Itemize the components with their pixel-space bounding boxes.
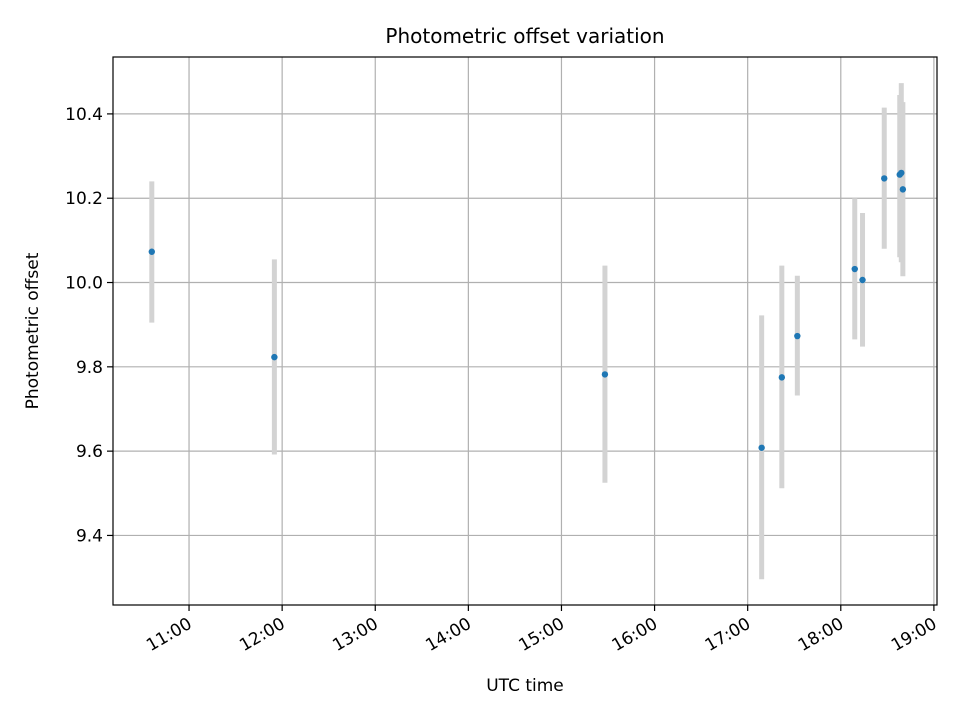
x-tick-label: 19:00	[888, 614, 940, 656]
y-axis-label: Photometric offset	[23, 252, 43, 409]
x-tick-label: 14:00	[422, 614, 474, 656]
x-tick-label: 17:00	[702, 614, 754, 656]
y-tick-label: 10.2	[65, 189, 103, 209]
data-point	[881, 175, 888, 182]
plot-area-frame	[112, 56, 938, 606]
data-point	[794, 332, 801, 340]
data-point	[271, 353, 278, 361]
data-point	[758, 444, 765, 451]
axis-ticks: 11:00 12:00 13:00 14:00 15:00 16:00 17:00 18:00…	[65, 105, 940, 656]
x-tick-label: 18:00	[795, 614, 847, 656]
y-tick-label: 9.8	[76, 358, 103, 378]
y-tick-label: 10.4	[65, 105, 103, 125]
x-tick-label: 15:00	[516, 614, 568, 656]
data-point	[899, 186, 907, 193]
y-tick-label: 10.0	[65, 274, 103, 294]
x-axis-label: UTC time	[486, 676, 564, 696]
x-tick-label: 11:00	[143, 614, 195, 656]
grid-lines	[113, 57, 937, 605]
x-tick-label: 13:00	[329, 614, 381, 656]
x-tick-label: 16:00	[609, 614, 661, 656]
data-point	[148, 248, 155, 255]
data-point	[778, 374, 786, 381]
data-point	[601, 371, 609, 378]
y-tick-label: 9.4	[76, 526, 103, 546]
chart-title: Photometric offset variation	[385, 24, 664, 48]
y-tick-label: 9.6	[76, 442, 103, 462]
error-bars	[149, 83, 906, 580]
data-points	[148, 169, 907, 451]
x-tick-label: 12:00	[236, 614, 288, 656]
data-point	[859, 276, 866, 284]
data-point	[898, 169, 905, 177]
data-point	[851, 265, 858, 273]
